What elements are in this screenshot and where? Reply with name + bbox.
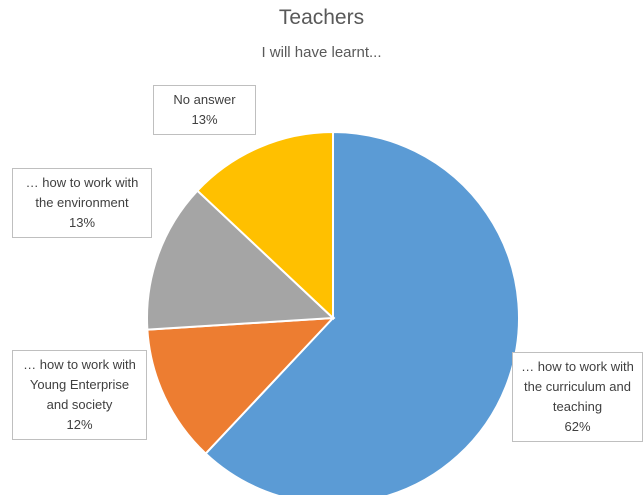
label-value: 12% xyxy=(66,417,93,432)
chart-title: Teachers xyxy=(278,6,365,29)
label-value: 62% xyxy=(564,419,591,434)
data-label: … how to work with the curriculum and te… xyxy=(512,352,643,442)
pie-slice xyxy=(146,316,336,456)
label-category: … how to work with Young Enterprise and … xyxy=(23,357,136,412)
pie-slice xyxy=(195,130,334,321)
data-label: … how to work with the environment 13% xyxy=(12,168,152,238)
label-value: 13% xyxy=(191,112,218,127)
label-category: … how to work with the environment xyxy=(25,175,139,210)
label-category: No answer xyxy=(173,92,236,107)
label-value: 13% xyxy=(68,215,96,230)
data-label: … how to work with Young Enterprise and … xyxy=(12,350,147,440)
data-label: No answer 13% xyxy=(153,85,256,135)
pie-slice xyxy=(146,189,336,331)
pie-slice xyxy=(204,130,520,495)
label-category: … how to work with the curriculum and te… xyxy=(521,359,634,414)
chart-subtitle: I will have learnt... xyxy=(261,44,382,61)
